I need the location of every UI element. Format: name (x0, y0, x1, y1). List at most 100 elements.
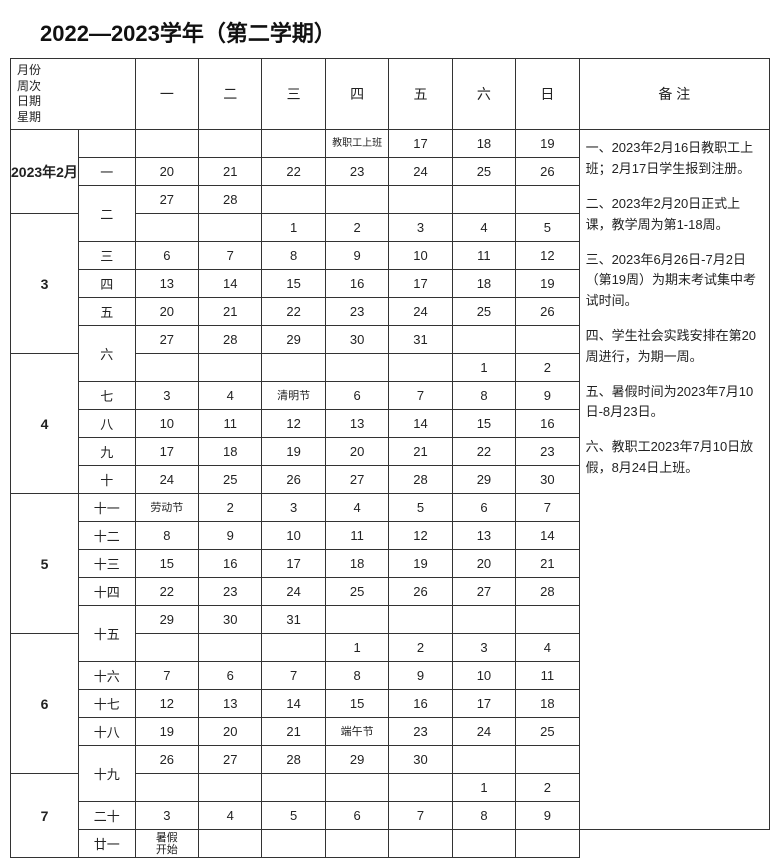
cell: 13 (199, 690, 262, 718)
page-title: 2022—2023学年（第二学期） (10, 10, 772, 58)
header-row: 月份 周次 日期 星期 一 二 三 四 五 六 日 备 注 (11, 59, 770, 130)
cell (262, 186, 325, 214)
cell: 11 (452, 242, 515, 270)
cell (135, 634, 198, 662)
cell: 5 (516, 214, 579, 242)
note-2: 二、2023年2月20日正式上课，教学周为第1-18周。 (586, 194, 763, 236)
cell: 30 (199, 606, 262, 634)
cell: 3 (452, 634, 515, 662)
week-3: 三 (78, 242, 135, 270)
week-20: 二十 (78, 802, 135, 830)
cell: 7 (135, 662, 198, 690)
calendar-table: 月份 周次 日期 星期 一 二 三 四 五 六 日 备 注 2023年2月 教职… (10, 58, 770, 858)
cell: 10 (262, 522, 325, 550)
cell: 30 (389, 746, 452, 774)
cell: 14 (389, 410, 452, 438)
cell: 10 (452, 662, 515, 690)
cell: 1 (452, 774, 515, 802)
week-14: 十四 (78, 578, 135, 606)
cell: 1 (325, 634, 388, 662)
cell: 12 (262, 410, 325, 438)
week-7: 七 (78, 382, 135, 410)
cell: 3 (135, 802, 198, 830)
cell (325, 606, 388, 634)
cell: 6 (325, 382, 388, 410)
cell: 19 (262, 438, 325, 466)
cell (199, 634, 262, 662)
cell: 2 (516, 354, 579, 382)
cell: 10 (135, 410, 198, 438)
cell: 19 (516, 130, 579, 158)
cell: 27 (452, 578, 515, 606)
cell: 27 (135, 326, 198, 354)
month-apr: 4 (11, 354, 79, 494)
hdr-tue: 二 (199, 59, 262, 130)
cell: 2 (199, 494, 262, 522)
cell: 9 (516, 382, 579, 410)
week-8: 八 (78, 410, 135, 438)
cell: 16 (389, 690, 452, 718)
row-feb-pre: 2023年2月 教职工上班 17 18 19 一、2023年2月16日教职工上班… (11, 130, 770, 158)
cell (452, 746, 515, 774)
hdr-fri: 五 (389, 59, 452, 130)
week-2: 二 (78, 186, 135, 242)
cell (262, 774, 325, 802)
note-1: 一、2023年2月16日教职工上班；2月17日学生报到注册。 (586, 138, 763, 180)
cell: 25 (516, 718, 579, 746)
week-18: 十八 (78, 718, 135, 746)
cell: 22 (452, 438, 515, 466)
month-mar: 3 (11, 214, 79, 354)
cell (199, 130, 262, 158)
cell: 6 (135, 242, 198, 270)
cell: 3 (262, 494, 325, 522)
hdr-sun: 日 (516, 59, 579, 130)
cell: 28 (516, 578, 579, 606)
week-15: 十五 (78, 606, 135, 662)
week-11: 十一 (78, 494, 135, 522)
cell: 9 (389, 662, 452, 690)
cell (516, 326, 579, 354)
cell: 7 (262, 662, 325, 690)
note-5: 五、暑假时间为2023年7月10日-8月23日。 (586, 382, 763, 424)
note-4: 四、学生社会实践安排在第20周进行，为期一周。 (586, 326, 763, 368)
cell: 18 (516, 690, 579, 718)
cell (389, 354, 452, 382)
cell: 9 (325, 242, 388, 270)
cell (199, 774, 262, 802)
cell: 7 (516, 494, 579, 522)
cell: 14 (199, 270, 262, 298)
week-21: 廿一 (78, 830, 135, 858)
cell: 21 (199, 298, 262, 326)
cell: 17 (389, 270, 452, 298)
cell (389, 774, 452, 802)
cell: 11 (199, 410, 262, 438)
cell: 16 (325, 270, 388, 298)
cell: 4 (199, 382, 262, 410)
cell: 20 (135, 298, 198, 326)
cell (325, 186, 388, 214)
cell: 10 (389, 242, 452, 270)
cell: 8 (135, 522, 198, 550)
cell: 2 (516, 774, 579, 802)
cell: 11 (325, 522, 388, 550)
cell: 24 (389, 158, 452, 186)
cell: 9 (199, 522, 262, 550)
cell: 11 (516, 662, 579, 690)
cell: 29 (452, 466, 515, 494)
week-10: 十 (78, 466, 135, 494)
cell: 5 (262, 802, 325, 830)
cell: 18 (452, 130, 515, 158)
cell: 8 (452, 382, 515, 410)
week-4: 四 (78, 270, 135, 298)
week-blank (78, 130, 135, 158)
cell: 4 (325, 494, 388, 522)
week-1: 一 (78, 158, 135, 186)
cell (199, 830, 262, 858)
cell: 4 (516, 634, 579, 662)
cell: 16 (516, 410, 579, 438)
cell (135, 354, 198, 382)
cell (516, 186, 579, 214)
cell: 15 (452, 410, 515, 438)
cell: 6 (199, 662, 262, 690)
cell: 3 (389, 214, 452, 242)
